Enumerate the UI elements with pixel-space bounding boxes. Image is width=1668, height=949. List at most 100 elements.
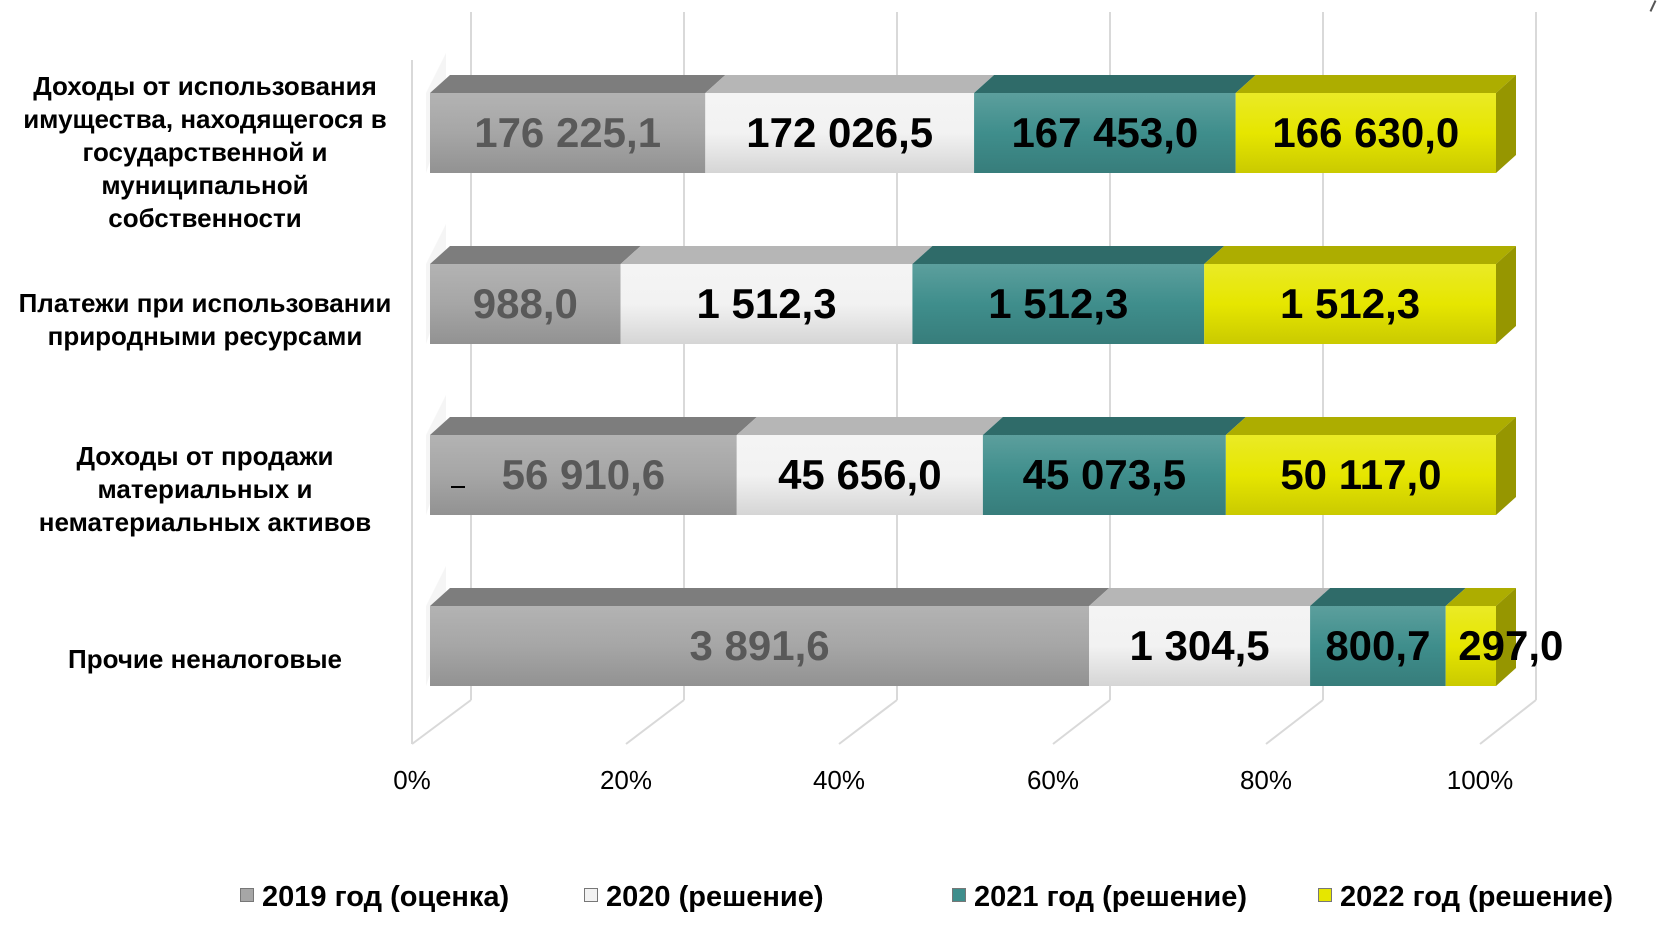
data-label: 1 512,3 (988, 280, 1128, 327)
data-label: 167 453,0 (1011, 109, 1198, 156)
data-label: 1 304,5 (1130, 622, 1270, 669)
bar-front (430, 93, 706, 173)
bar-top (620, 246, 933, 264)
x-tick-label: 80% (1240, 765, 1292, 795)
legend-swatch (952, 888, 966, 902)
bar-segment (1089, 588, 1331, 686)
data-label: 176 225,1 (474, 109, 661, 156)
bar-segment (1204, 246, 1516, 344)
bar-front (705, 93, 975, 173)
legend-label: 2019 год (оценка) (262, 881, 510, 913)
bar-top (1235, 75, 1516, 93)
data-label: 56 910,6 (502, 451, 666, 498)
bar-front (736, 435, 983, 515)
bar-front (912, 264, 1205, 344)
data-label: 1 512,3 (1280, 280, 1420, 327)
data-label: 50 117,0 (1280, 451, 1441, 498)
bar-side (1496, 246, 1516, 344)
legend-label: 2021 год (решение) (974, 881, 1247, 913)
bar-segment (620, 246, 933, 344)
bar-top (430, 75, 726, 93)
bar-segment (430, 75, 726, 173)
category-label: Доходы от использования имущества, наход… (23, 71, 387, 233)
floor-line (625, 699, 685, 745)
bar-segment (912, 246, 1225, 344)
legend-swatch (1318, 888, 1332, 902)
bar-front (620, 264, 913, 344)
x-tick-label: 40% (813, 765, 865, 795)
data-label: 166 630,0 (1272, 109, 1459, 156)
x-tick-label: 60% (1027, 765, 1079, 795)
floor-line (1479, 699, 1537, 745)
bar-top (974, 75, 1256, 93)
bar-side (1496, 75, 1516, 173)
bar-segment (1235, 75, 1516, 173)
category-label: Прочие неналоговые (68, 644, 342, 674)
legend-item: 2020 (решение) (584, 880, 824, 914)
bar-top (1204, 246, 1516, 264)
bars (426, 53, 1516, 686)
legend-item: 2021 год (решение) (952, 880, 1247, 914)
bar-segment (1310, 588, 1466, 686)
bar-segment (1445, 588, 1516, 686)
legend-label: 2022 год (решение) (1340, 881, 1613, 913)
bar-top (1225, 417, 1516, 435)
legend-item: 2019 год (оценка) (240, 880, 510, 914)
floor-line (411, 699, 472, 745)
legend-swatch (240, 888, 254, 902)
bar-front (974, 93, 1236, 173)
data-label: 988,0 (473, 280, 578, 327)
bar-top (1089, 588, 1331, 606)
data-label: 45 656,0 (778, 451, 942, 498)
data-label: 45 073,5 (1023, 451, 1187, 498)
bar-front (430, 435, 737, 515)
bar-front (1225, 435, 1496, 515)
bar-top (1445, 588, 1516, 606)
bar-top (912, 246, 1225, 264)
floor-line (1265, 699, 1324, 745)
x-tick-label: 0% (393, 765, 431, 795)
bar-segment (982, 417, 1246, 515)
x-tick-label: 20% (600, 765, 652, 795)
bar-front (1235, 93, 1496, 173)
bar-top (430, 246, 641, 264)
bar-top (736, 417, 1003, 435)
bar-front (982, 435, 1226, 515)
legend-item: 2022 год (решение) (1318, 880, 1613, 914)
bar-top (430, 417, 757, 435)
tick-mark (451, 486, 465, 488)
data-label: 800,7 (1325, 622, 1430, 669)
bar-front (1204, 264, 1496, 344)
bar-top (1310, 588, 1466, 606)
data-label: 297,0 (1458, 622, 1563, 669)
bar-front (1089, 606, 1311, 686)
bar-segment (736, 417, 1003, 515)
bar-segment (430, 246, 641, 344)
bar-segment (430, 417, 757, 515)
bar-top (982, 417, 1246, 435)
category-label: Платежи при использовании природными рес… (18, 288, 392, 351)
bar-segment (430, 588, 1110, 686)
bar-front (430, 606, 1090, 686)
bar-segment (1225, 417, 1516, 515)
bar-top (430, 588, 1110, 606)
bar-front (430, 264, 621, 344)
floor-line (838, 699, 898, 745)
data-label: 3 891,6 (689, 622, 829, 669)
data-labels: 176 225,1 172 026,5 167 453,0 166 630,0 988,… (473, 109, 1564, 669)
category-label: Доходы от продажи материальных и нематер… (38, 441, 372, 537)
x-axis-ticks: 0% 20% 40% 60% 80% 100% (393, 765, 1513, 795)
bar-side (1496, 417, 1516, 515)
bar-segment (705, 75, 995, 173)
bar-front (1310, 606, 1446, 686)
bar-front (1445, 606, 1496, 686)
data-label: 1 512,3 (696, 280, 836, 327)
bar-top (705, 75, 995, 93)
legend: 2019 год (оценка) 2020 (решение) 2021 год … (0, 880, 1668, 949)
data-label: 172 026,5 (746, 109, 933, 156)
bar-side (1496, 588, 1516, 686)
legend-swatch (584, 888, 598, 902)
floor-line (1052, 699, 1111, 745)
bar-segment (974, 75, 1256, 173)
